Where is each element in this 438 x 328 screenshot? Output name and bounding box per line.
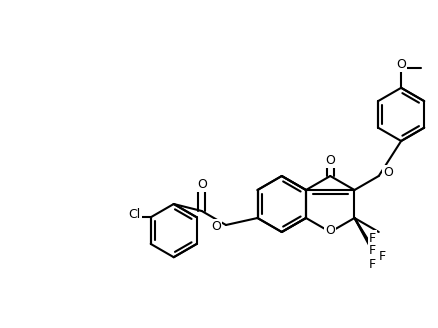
Text: F: F [369,257,376,271]
Text: O: O [211,220,221,234]
Text: O: O [325,223,335,236]
Text: F: F [369,232,376,244]
Text: Cl: Cl [128,208,141,221]
Text: O: O [396,58,406,71]
Text: F: F [369,244,376,257]
Text: O: O [384,167,394,179]
Text: O: O [197,178,207,191]
Text: O: O [325,154,335,167]
Text: F: F [379,250,386,262]
